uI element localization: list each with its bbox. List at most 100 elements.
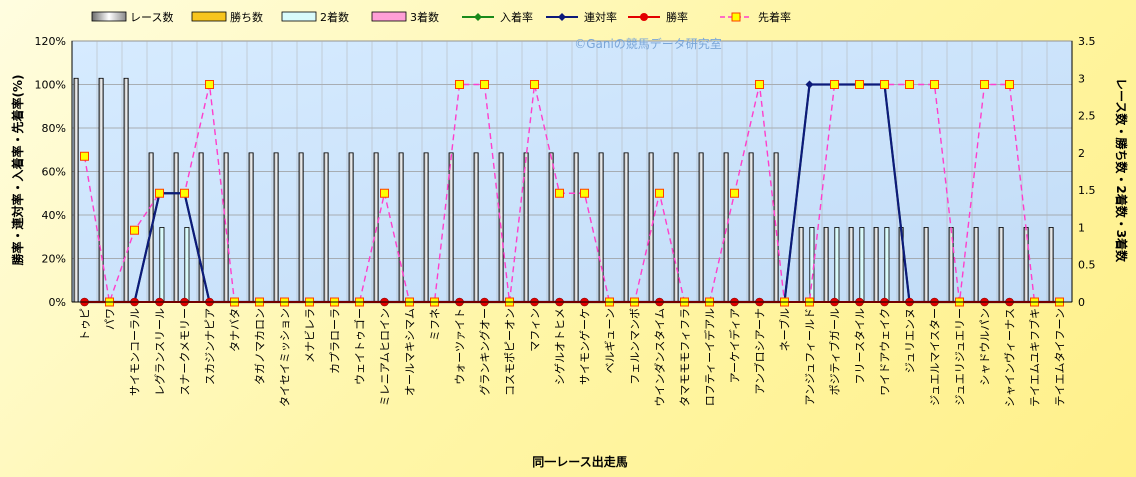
- bar-seconds: [859, 227, 865, 303]
- point-sench-rate: [830, 80, 839, 89]
- bar-races: [723, 152, 729, 303]
- x-tick-label: メナビレラ: [304, 308, 317, 363]
- legend-label: 3着数: [410, 10, 439, 24]
- y-right-tick-label: 3.5: [1078, 35, 1096, 48]
- bar-races: [248, 152, 254, 303]
- x-tick-label: ジュエルマイスター: [929, 308, 942, 406]
- x-tick-label: ウインダンスタイム: [653, 308, 667, 407]
- line-sench-rate: [83, 83, 1060, 303]
- point-sench-rate: [380, 188, 389, 198]
- x-tick-label: タナバタ: [229, 308, 242, 352]
- bar-races: [523, 152, 529, 303]
- x-tick-label: ジュエリジュエリー: [954, 308, 967, 405]
- x-tick-label: スナークメモリー: [179, 308, 192, 396]
- bar-seconds: [834, 227, 840, 303]
- point-sench-rate: [205, 80, 214, 89]
- bar-races: [748, 152, 754, 303]
- point-sench-rate: [155, 188, 164, 198]
- x-tick-label: テイエムタイフーン: [1054, 308, 1067, 406]
- x-tick-label: ジュリエンヌ: [904, 308, 917, 373]
- x-tick-label: アンブロシアーナ: [753, 308, 767, 395]
- x-tick-label: シャインヴィーナス: [1003, 308, 1017, 407]
- y-right-tick-label: 0.5: [1078, 259, 1096, 272]
- bar-seconds: [159, 227, 165, 303]
- y-right-tick-label: 3: [1078, 72, 1085, 85]
- legend-swatch: [91, 11, 127, 22]
- legend-label: 連対率: [584, 10, 617, 24]
- point-rentai-rate: [805, 80, 814, 89]
- watermark-text: ©Ganiの競馬データ研究室: [574, 36, 722, 51]
- y-left-tick-label: 100%: [35, 79, 66, 92]
- bar-races: [198, 152, 204, 303]
- bar-seconds: [184, 227, 190, 303]
- bar-races: [873, 227, 879, 303]
- y-axis-right-title: レース数・勝ち数・2着数・3着数: [1114, 78, 1129, 263]
- point-sench-rate: [880, 80, 889, 89]
- bar-races: [698, 152, 704, 303]
- bar-races: [623, 152, 629, 303]
- bar-races: [73, 77, 79, 303]
- bar-races: [273, 152, 279, 303]
- bar-races: [423, 152, 429, 303]
- x-tick-label: サイモンゲーケ: [579, 308, 592, 385]
- legend-marker: [640, 13, 648, 21]
- gridlines: [71, 40, 1073, 303]
- bar-races: [473, 152, 479, 303]
- x-tick-label: ウォーツァイト: [454, 308, 467, 385]
- point-sench-rate: [905, 80, 914, 89]
- x-tick-label: ネーブル: [778, 308, 792, 351]
- bar-races: [98, 77, 104, 303]
- x-tick-label: コスモポピーオン: [504, 308, 517, 396]
- bar-races: [223, 152, 229, 303]
- point-sench-rate: [655, 188, 664, 198]
- legend-label: 勝ち数: [230, 10, 263, 24]
- x-tick-label: ウェイトゥゴー: [353, 308, 367, 385]
- point-sench-rate: [1005, 80, 1014, 89]
- y-left-tick-label: 120%: [35, 35, 66, 48]
- point-sench-rate: [930, 80, 939, 89]
- bar-races: [823, 227, 829, 303]
- bar-races: [398, 152, 404, 303]
- legend-label: 勝率: [666, 10, 688, 24]
- y-right-tick-label: 0: [1078, 296, 1085, 309]
- y-right-tick-label: 2.5: [1078, 110, 1096, 123]
- point-sench-rate: [130, 225, 139, 235]
- x-tick-label: サイモンコーラル: [129, 308, 142, 396]
- bar-races: [923, 227, 929, 303]
- legend-swatch: [281, 11, 317, 22]
- bar-races: [1048, 227, 1054, 303]
- x-tick-label: ポジティブガール: [828, 308, 842, 395]
- x-tick-label: タイセイミッション: [279, 308, 292, 407]
- legend-label: 先着率: [758, 10, 791, 24]
- y-left-tick-label: 80%: [42, 122, 66, 135]
- x-tick-label: グランキングオー: [478, 308, 492, 396]
- axes: 0% 20% 40% 60% 80% 100% 120% 0 0.5 1 1.5 2 2.5 3 3.5 トゥ…: [35, 35, 1096, 407]
- x-tick-label: オールマキシマム: [404, 308, 417, 396]
- point-sench-rate: [855, 80, 864, 89]
- bar-races: [673, 152, 679, 303]
- x-tick-label: フリースタイル: [854, 308, 867, 384]
- legend-swatch: [191, 11, 227, 22]
- x-tick-label: タガノマカロン: [254, 308, 267, 385]
- x-tick-label: アンジュフィールド: [804, 308, 817, 406]
- y-right-tick-label: 1.5: [1078, 184, 1096, 197]
- y-right-tick-label: 1: [1078, 221, 1085, 234]
- bar-races: [973, 227, 979, 303]
- legend-swatch: [371, 11, 407, 22]
- bar-races: [298, 152, 304, 303]
- x-tick-label: シゲルオトヒメ: [554, 308, 567, 385]
- x-tick-label: タマモモモフィフラ: [679, 308, 692, 407]
- bar-races: [323, 152, 329, 303]
- point-sench-rate: [580, 188, 589, 198]
- bar-races: [173, 152, 179, 303]
- bar-races: [998, 227, 1004, 303]
- x-tick-label: パワ: [104, 308, 117, 330]
- x-tick-label: スカジンナピア: [204, 308, 217, 385]
- bar-races: [573, 152, 579, 303]
- point-sench-rate: [730, 188, 739, 198]
- legend-label: 入着率: [500, 10, 533, 24]
- point-sench-rate: [480, 80, 489, 89]
- x-tick-label: シャドウルパン: [979, 308, 992, 386]
- x-tick-label: カプラローラ: [329, 308, 342, 374]
